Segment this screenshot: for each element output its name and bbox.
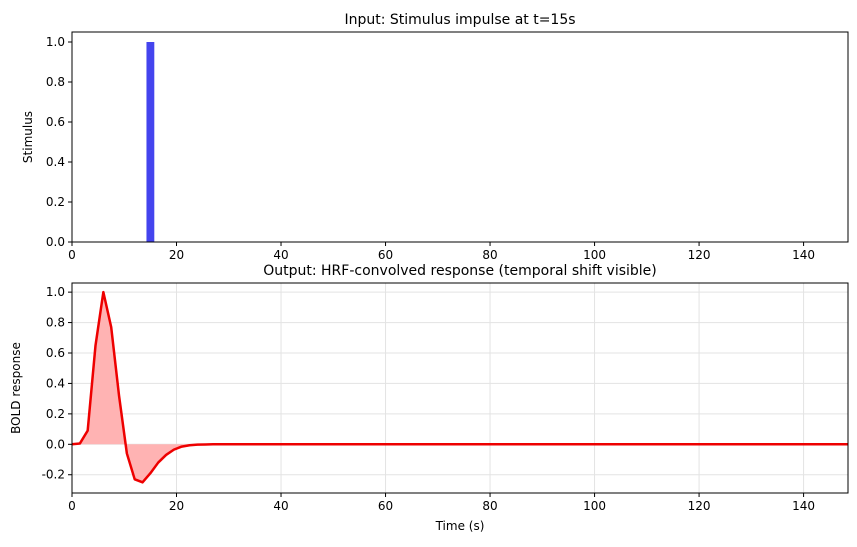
bold-y-tick-label: 0.8 xyxy=(46,316,65,330)
bold-x-tick-label: 0 xyxy=(68,499,76,513)
stimulus-x-tick-label: 80 xyxy=(482,248,497,262)
stimulus-y-tick-label: 0.6 xyxy=(46,115,65,129)
stimulus-x-tick-label: 40 xyxy=(273,248,288,262)
stimulus-x-tick-label: 60 xyxy=(378,248,393,262)
bold-y-tick-label: 0.4 xyxy=(46,376,65,390)
bold-y-tick-label: 1.0 xyxy=(46,285,65,299)
bold-x-tick-label: 100 xyxy=(583,499,606,513)
stimulus-y-tick-label: 0.4 xyxy=(46,155,65,169)
stimulus-x-tick-label: 100 xyxy=(583,248,606,262)
bold-area-fill xyxy=(72,292,848,483)
stimulus-y-tick-label: 0.0 xyxy=(46,235,65,249)
bold-x-tick-label: 120 xyxy=(688,499,711,513)
bold-y-tick-label: -0.2 xyxy=(42,468,65,482)
bold-y-tick-label: 0.2 xyxy=(46,407,65,421)
bold-x-tick-label: 40 xyxy=(273,499,288,513)
bold-series-line xyxy=(71,290,848,484)
bold-x-tick-label: 60 xyxy=(378,499,393,513)
stimulus-x-tick-label: 0 xyxy=(68,248,76,262)
bold-y-label: BOLD response xyxy=(9,342,23,434)
bold-chart: Output: HRF-convolved response (temporal… xyxy=(9,263,849,533)
bold-x-tick-label: 140 xyxy=(792,499,815,513)
stimulus-y-tick-label: 0.2 xyxy=(46,195,65,209)
stimulus-y-tick-label: 0.8 xyxy=(46,75,65,89)
stimulus-chart: Input: Stimulus impulse at t=15s 0 20 40 60… xyxy=(21,12,849,262)
stimulus-chart-frame xyxy=(71,31,849,243)
bold-x-tick-label: 20 xyxy=(169,499,184,513)
bold-x-tick-label: 80 xyxy=(482,499,497,513)
stimulus-x-tick-label: 20 xyxy=(169,248,184,262)
bold-x-label: Time (s) xyxy=(435,519,485,533)
stimulus-chart-title: Input: Stimulus impulse at t=15s xyxy=(344,12,575,28)
bold-y-tick-label: 0.0 xyxy=(46,437,65,451)
stimulus-bar xyxy=(146,42,155,242)
bold-y-tick-label: 0.6 xyxy=(46,346,65,360)
stimulus-x-tick-label: 140 xyxy=(792,248,815,262)
bold-chart-title: Output: HRF-convolved response (temporal… xyxy=(263,263,657,279)
stimulus-y-label: Stimulus xyxy=(21,111,35,163)
stimulus-x-tick-label: 120 xyxy=(688,248,711,262)
bold-chart-frame xyxy=(71,282,849,494)
stimulus-y-tick-label: 1.0 xyxy=(46,35,65,49)
